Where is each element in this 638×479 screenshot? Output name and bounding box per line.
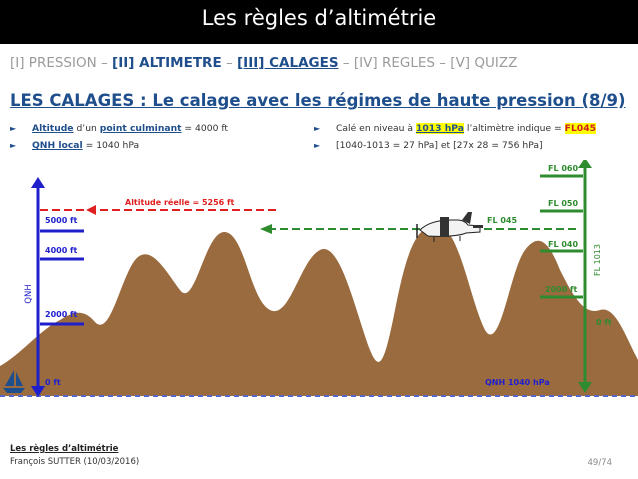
nav-item-quizz[interactable]: [V] QUIZZ	[450, 55, 518, 71]
fl-label-0: 0 ft	[596, 318, 612, 327]
bullet-arrow-icon: ►	[10, 141, 17, 150]
fl-045-arrowhead	[260, 224, 272, 234]
bullet-text: d’un	[73, 123, 100, 134]
real-altitude-arrowhead	[86, 205, 96, 215]
fl-arrowhead-down	[578, 382, 592, 393]
bullet-altitude: ► Altitude d’un point culminant = 4000 f…	[10, 120, 228, 137]
real-altitude-label: Altitude réelle = 5256 ft	[125, 197, 234, 207]
fl045-highlight: FL045	[564, 123, 596, 134]
hpa-1013-highlight: 1013 hPa	[415, 123, 464, 134]
bullet-calage: ► Calé en niveau à 1013 hPa l’altimètre …	[314, 120, 596, 137]
bullets-left: ► Altitude d’un point culminant = 4000 f…	[10, 120, 228, 154]
altimetry-diagram: QNH 5000 ft 4000 ft 2000 ft 0 ft Altitud…	[0, 160, 638, 397]
bullet-arrow-icon: ►	[314, 141, 321, 150]
page-number: 49/74	[587, 458, 613, 468]
qnh-value-label: QNH 1040 hPa	[485, 378, 550, 387]
fl-045-label: FL 045	[487, 216, 517, 225]
point-culminant: point culminant	[99, 123, 182, 134]
bullet-text: = 1040 hPa	[82, 140, 140, 151]
bullet-text: = 4000 ft	[181, 123, 229, 134]
nav-separator: –	[338, 55, 354, 71]
nav-separator: –	[221, 55, 238, 71]
qnh-label-2000: 2000 ft	[45, 310, 78, 319]
qnh-local-label: QNH local	[32, 140, 83, 151]
terrain-mountains	[0, 225, 638, 396]
nav-item-regles[interactable]: [IV] REGLES	[353, 55, 435, 71]
title-bar	[0, 0, 638, 44]
bullet-text: l’altimètre indique =	[463, 123, 565, 134]
altitude-label: Altitude	[32, 123, 74, 134]
qnh-label-0: 0 ft	[45, 378, 61, 387]
fl-label-050: FL 050	[548, 199, 578, 208]
nav-item-altimetre[interactable]: [II] ALTIMETRE	[112, 55, 222, 71]
qnh-scale-label: QNH	[24, 284, 34, 303]
bullet-arrow-icon: ►	[10, 124, 17, 133]
qnh-arrowhead-up	[31, 177, 45, 188]
qnh-arrowhead-down	[31, 386, 45, 397]
airplane-icon	[416, 212, 483, 242]
fl-arrowhead-up	[578, 160, 592, 168]
footer-author: François SUTTER (10/03/2016)	[10, 457, 140, 467]
fl-label-060: FL 060	[548, 164, 578, 173]
fl-label-2000: 2000 ft	[545, 285, 578, 294]
nav-item-pression[interactable]: [I] PRESSION	[10, 55, 97, 71]
slide-title: Les règles d’altimétrie	[201, 6, 437, 30]
bullets-right: ► Calé en niveau à 1013 hPa l’altimètre …	[314, 120, 596, 154]
bullet-qnh: ► QNH local = 1040 hPa	[10, 137, 228, 154]
bullet-calcul: ► [1040-1013 = 27 hPa] et [27x 28 = 756 …	[314, 137, 596, 154]
nav-separator: –	[434, 55, 451, 71]
nav-separator: –	[96, 55, 113, 71]
bullet-text: Calé en niveau à	[336, 123, 416, 134]
fl-label-040: FL 040	[548, 240, 578, 249]
qnh-label-4000: 4000 ft	[45, 246, 78, 255]
bullet-arrow-icon: ►	[314, 124, 321, 133]
sailboat-icon	[3, 370, 25, 393]
fl-scale-label: FL 1013	[593, 244, 602, 276]
footer-title: Les règles d’altimétrie	[10, 444, 119, 454]
bullet-text: [1040-1013 = 27 hPa] et [27x 28 = 756 hP…	[336, 140, 543, 151]
qnh-label-5000: 5000 ft	[45, 216, 78, 225]
chapter-nav: [I] PRESSION – [II] ALTIMETRE – [III] CA…	[10, 55, 517, 71]
section-title: LES CALAGES : Le calage avec les régimes…	[10, 91, 626, 110]
nav-item-calages[interactable]: [III] CALAGES	[237, 55, 339, 71]
